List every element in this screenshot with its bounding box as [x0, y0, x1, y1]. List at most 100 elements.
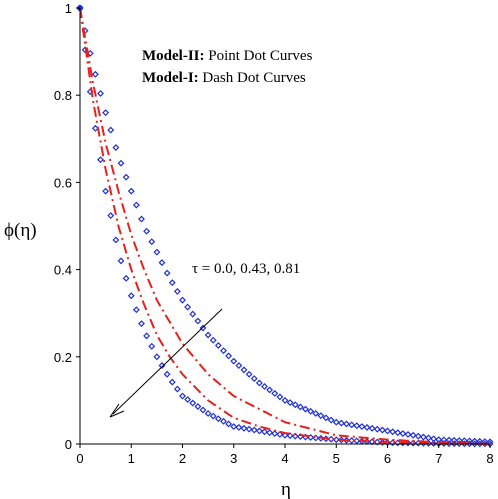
data-point-marker [286, 399, 294, 407]
data-point-marker [291, 401, 299, 409]
data-point-marker [225, 352, 233, 360]
data-point-marker [450, 440, 458, 448]
x-tick-label: 8 [486, 451, 493, 466]
x-tick-label: 0 [76, 451, 83, 466]
data-point-marker [373, 425, 381, 433]
data-point-marker [276, 430, 284, 438]
data-point-marker [179, 392, 186, 400]
data-point-marker [425, 434, 432, 442]
data-point-marker [250, 375, 258, 383]
y-tick-label: 0.6 [54, 175, 72, 190]
data-point-marker [102, 109, 110, 117]
data-point-marker [209, 412, 217, 420]
data-point-marker [199, 324, 207, 332]
x-tick-label: 7 [435, 451, 442, 466]
data-point-marker [189, 310, 197, 318]
data-point-marker [168, 279, 176, 287]
data-point-marker [143, 332, 151, 340]
data-point-marker [184, 303, 192, 311]
data-point-marker [102, 187, 110, 195]
data-point-marker [291, 432, 299, 440]
series-line-dash-dot [79, 7, 490, 445]
data-point-marker [317, 412, 325, 420]
data-point-marker [107, 212, 115, 219]
data-point-marker [204, 331, 212, 339]
x-axis-title: η [281, 479, 291, 499]
data-point-marker [194, 317, 202, 325]
data-point-marker [148, 342, 156, 350]
data-point-marker [307, 407, 315, 415]
tau-annotation: τ = 0.0, 0.43, 0.81 [192, 261, 300, 277]
data-point-marker [240, 366, 248, 374]
y-tick-label: 1 [65, 1, 72, 16]
data-point-marker [235, 423, 243, 431]
data-point-marker [132, 201, 140, 209]
trend-arrow-shaft [112, 308, 223, 415]
data-point-marker [358, 423, 366, 431]
y-tick-label: 0 [65, 437, 72, 452]
data-point-marker [302, 405, 309, 413]
data-point-marker [107, 126, 115, 134]
data-point-marker [296, 403, 304, 411]
legend-line-1: Model-II: Point Dot Curves [142, 48, 313, 64]
data-point-marker [138, 215, 145, 223]
x-tick-label: 2 [179, 451, 186, 466]
data-point-marker [250, 426, 258, 434]
data-point-marker [389, 428, 397, 436]
data-point-marker [409, 431, 417, 439]
x-tick-label: 1 [128, 451, 135, 466]
y-tick-label: 0.4 [54, 263, 72, 278]
series-layer [76, 4, 494, 448]
legend-line-2: Model-I: Dash Dot Curves [142, 70, 306, 86]
y-ticks: 0 0.2 0.4 0.6 0.8 1 [54, 1, 80, 452]
data-point-marker [173, 287, 181, 295]
data-point-marker [245, 425, 253, 433]
data-point-marker [112, 144, 120, 151]
data-point-marker [214, 342, 222, 349]
data-point-marker [378, 426, 386, 434]
data-point-marker [97, 90, 104, 97]
data-point-marker [127, 292, 135, 300]
data-point-marker [363, 423, 371, 431]
data-point-marker [261, 428, 268, 436]
data-point-marker [235, 362, 243, 369]
data-point-marker [322, 414, 330, 422]
legend-2-bold: Model-I: [142, 70, 199, 86]
x-tick-label: 6 [384, 451, 391, 466]
data-point-marker [240, 424, 248, 432]
data-point-marker [127, 187, 135, 195]
data-point-marker [153, 353, 161, 361]
data-point-marker [276, 393, 284, 401]
data-point-marker [138, 320, 145, 328]
data-point-marker [419, 433, 427, 441]
data-point-marker [225, 420, 233, 428]
data-point-marker [368, 424, 376, 432]
data-point-marker [158, 259, 166, 267]
data-point-marker [148, 238, 156, 246]
data-point-marker [143, 227, 151, 235]
data-point-marker [97, 156, 104, 164]
data-point-marker [281, 396, 289, 404]
data-point-marker [122, 173, 130, 181]
data-point-marker [261, 382, 268, 390]
data-point-marker [266, 386, 274, 394]
data-point-marker [327, 416, 335, 424]
data-point-marker [312, 410, 320, 417]
data-point-marker [399, 430, 407, 437]
y-tick-label: 0.2 [54, 350, 72, 365]
data-point-marker [220, 347, 227, 355]
data-point-marker [332, 418, 340, 426]
y-axis-title: ϕ(η) [4, 220, 37, 241]
data-point-marker [337, 419, 345, 427]
data-point-marker [163, 370, 171, 378]
data-point-marker [373, 438, 381, 446]
data-point-marker [189, 399, 197, 407]
data-point-marker [184, 396, 192, 403]
trend-arrow-head [109, 403, 125, 418]
data-point-marker [430, 440, 438, 447]
data-point-marker [173, 385, 181, 393]
data-point-marker [194, 403, 202, 410]
legend-2-text: Dash Dot Curves [199, 70, 306, 86]
data-point-marker [179, 296, 186, 304]
